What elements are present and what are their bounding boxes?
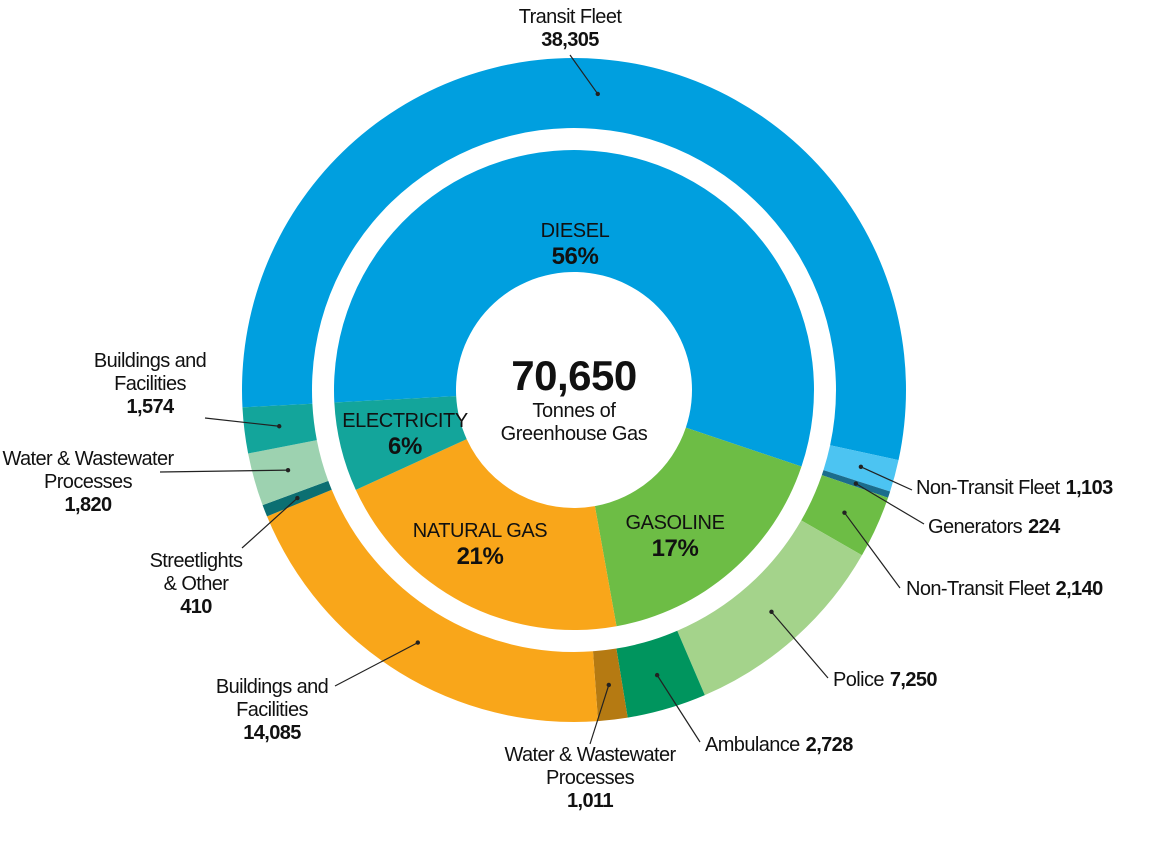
center-total: 70,650 Tonnes of Greenhouse Gas [501,352,648,446]
leader-dot [853,481,859,486]
inner-category: NATURAL GAS [412,520,548,542]
outer-label: Streetlights & Other 410 [150,550,243,619]
outer-category: Transit Fleet [518,6,622,28]
outer-category: Non-Transit Fleet [906,578,1050,600]
outer-label: Generators 224 [928,516,1060,539]
outer-category: Generators [928,516,1023,538]
leader-line [855,483,925,525]
outer-category: Water & Wastewater Processes [504,744,676,789]
outer-segment [242,403,317,454]
outer-label: Ambulance 2,728 [705,734,853,757]
inner-value-label: 21% [456,543,504,570]
outer-value-label: 2,728 [805,734,854,756]
outer-segment [248,440,329,506]
outer-value-label: 1,574 [126,396,174,418]
outer-label: Buildings and Facilities 14,085 [215,676,329,745]
leader-dot [858,464,864,470]
outer-label: Buildings and Facilities 1,574 [93,350,207,419]
leader-dot [277,424,282,429]
outer-value-label: 7,250 [889,669,938,691]
leader-dot [415,640,420,645]
inner-segment [594,427,802,627]
outer-value-label: 1,011 [567,790,614,812]
leader-line [569,54,599,95]
outer-segment [801,475,889,556]
inner-label: ELECTRICITY 6% [342,408,468,460]
leader-line [204,417,280,427]
leader-dot [295,495,300,501]
outer-category: Ambulance [705,734,800,756]
outer-value-label: 410 [180,596,212,618]
leader-dot [769,609,774,615]
inner-segment [334,396,467,490]
outer-value-label: 38,305 [541,29,599,51]
outer-value-label: 14,085 [243,722,301,744]
leader-line [589,684,610,745]
total-value: 70,650 [511,352,637,399]
center-label: Tonnes of Greenhouse Gas [500,400,648,445]
outer-label: Non-Transit Fleet 1,103 [916,477,1113,500]
leader-line [860,466,913,491]
outer-segment [242,58,906,461]
outer-label: Transit Fleet 38,305 [519,6,622,52]
inner-value-label: 56% [551,243,599,270]
outer-category: Water & Wastewater Processes [2,448,174,493]
outer-category: Streetlights & Other [149,550,243,595]
leader-line [656,674,701,743]
outer-category: Buildings and Facilities [215,676,329,721]
inner-category: GASOLINE [625,512,725,534]
leader-line [159,469,289,473]
outer-segment [677,520,862,696]
leader-dot [595,91,600,97]
outer-value-label: 2,140 [1055,578,1104,600]
inner-label: DIESEL 56% [541,218,610,270]
outer-category: Police [833,669,884,691]
leader-dot [606,682,612,688]
outer-label: Water & Wastewater Processes 1,820 [2,448,174,517]
outer-label: Police 7,250 [833,669,938,692]
outer-label: Water & Wastewater Processes 1,011 [504,744,676,813]
outer-value-label: 1,103 [1065,477,1114,499]
outer-category: Non-Transit Fleet [916,477,1060,499]
inner-segment [355,439,617,631]
leader-dot [654,672,660,678]
inner-label: NATURAL GAS 21% [413,518,548,570]
inner-category: DIESEL [540,220,610,242]
leader-line [843,512,901,589]
inner-category: ELECTRICITY [342,410,468,432]
outer-value-label: 1,820 [64,494,112,516]
outer-segment [267,489,599,722]
inner-value-label: 6% [388,433,422,460]
outer-label: Non-Transit Fleet 2,140 [906,578,1103,601]
leader-line [334,642,419,687]
inner-value-label: 17% [651,535,699,562]
leader-dot [285,467,291,473]
leader-line [771,611,829,679]
outer-value-label: 224 [1028,516,1060,538]
leader-line [241,497,298,549]
outer-category: Buildings and Facilities [93,350,207,395]
inner-label: GASOLINE 17% [625,510,724,562]
outer-segment [616,630,705,718]
inner-segment [334,150,814,467]
leader-dot [842,510,847,515]
